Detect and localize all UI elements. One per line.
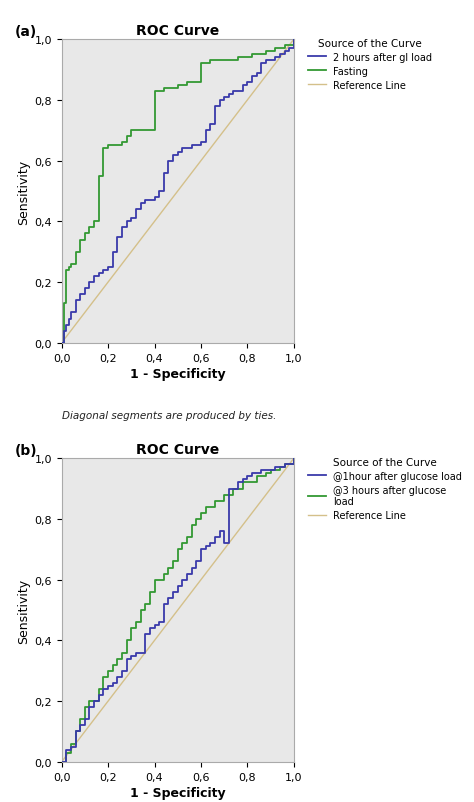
Y-axis label: Sensitivity: Sensitivity (17, 160, 30, 225)
Text: (a): (a) (15, 25, 37, 39)
X-axis label: 1 - Specificity: 1 - Specificity (130, 786, 226, 799)
Text: Diagonal segments are produced by ties.: Diagonal segments are produced by ties. (62, 410, 276, 420)
Title: ROC Curve: ROC Curve (136, 23, 219, 38)
Legend: @1hour after glucose load, @3 hours after glucose
load, Reference Line: @1hour after glucose load, @3 hours afte… (308, 457, 462, 520)
Title: ROC Curve: ROC Curve (136, 442, 219, 456)
Text: (b): (b) (15, 444, 38, 457)
Legend: 2 hours after gl load, Fasting, Reference Line: 2 hours after gl load, Fasting, Referenc… (308, 38, 432, 91)
X-axis label: 1 - Specificity: 1 - Specificity (130, 367, 226, 380)
Y-axis label: Sensitivity: Sensitivity (17, 577, 30, 642)
